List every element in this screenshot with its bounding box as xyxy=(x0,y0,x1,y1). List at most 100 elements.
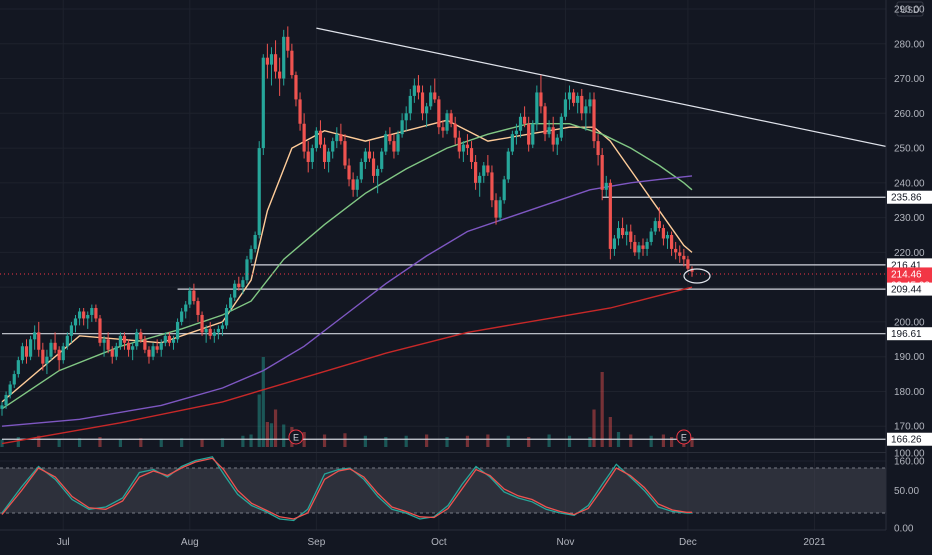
volume-bar xyxy=(592,409,596,447)
earnings-marker[interactable]: E xyxy=(288,429,304,445)
candle xyxy=(110,346,114,364)
candle-body xyxy=(49,342,53,357)
candle-body xyxy=(261,57,265,149)
price-tick-label: 230.00 xyxy=(894,213,925,224)
volume-bar xyxy=(567,435,572,447)
candle xyxy=(653,217,657,235)
candle-body xyxy=(335,134,339,142)
time-tick-label: Aug xyxy=(181,537,199,548)
price-label-text: 216.41 xyxy=(891,260,922,271)
candle-body xyxy=(543,106,547,135)
candle-body xyxy=(53,342,57,350)
price-label[interactable]: 214.46 xyxy=(887,267,932,281)
candle-body xyxy=(122,335,127,343)
earnings-marker[interactable]: E xyxy=(676,429,692,445)
candle-body xyxy=(212,332,216,336)
price-label[interactable]: 196.61 xyxy=(887,327,932,341)
price-label-bg xyxy=(887,190,932,204)
candle xyxy=(159,339,163,357)
candle-body xyxy=(584,106,588,114)
currency-badge[interactable]: USD xyxy=(896,1,924,17)
candle-body xyxy=(669,235,674,249)
candle-body xyxy=(478,175,482,183)
candle-body xyxy=(204,328,208,333)
volume-bar xyxy=(547,434,551,447)
candle xyxy=(449,109,453,128)
trendline[interactable] xyxy=(316,27,932,165)
time-tick-label: Oct xyxy=(431,537,447,548)
candle xyxy=(392,134,396,159)
price-pane[interactable]: EEE xyxy=(0,0,932,530)
candle-body xyxy=(588,99,592,107)
candle-body xyxy=(16,360,20,375)
candle-body xyxy=(77,311,82,319)
candle-body xyxy=(551,127,555,145)
candle xyxy=(559,113,563,142)
candle xyxy=(498,196,502,222)
candle-body xyxy=(359,161,363,180)
candle xyxy=(620,217,625,239)
oscillator-pane[interactable] xyxy=(0,452,886,522)
candle-body xyxy=(282,36,286,79)
price-tick-label: 200.00 xyxy=(894,317,925,328)
candle-body xyxy=(135,332,139,347)
candle xyxy=(269,47,274,86)
candle xyxy=(388,127,392,145)
candle-body xyxy=(547,127,551,135)
time-axis[interactable]: JulAugSepOctNovDec2021FebMar xyxy=(0,529,932,548)
volume-bar xyxy=(269,423,274,447)
volume-bar xyxy=(404,435,408,447)
candle xyxy=(90,304,94,322)
candle-body xyxy=(653,221,657,232)
candle-body xyxy=(425,106,429,114)
candle-body xyxy=(175,321,180,340)
candle-body xyxy=(576,95,580,103)
candle xyxy=(253,231,257,253)
candle-body xyxy=(196,301,200,315)
candle-body xyxy=(224,308,229,326)
candle xyxy=(523,106,527,128)
candle-body xyxy=(188,290,192,305)
volume-bar xyxy=(57,439,61,447)
candle-body xyxy=(449,113,453,124)
price-label[interactable]: 166.26 xyxy=(887,432,932,446)
annotation-circle[interactable] xyxy=(683,268,711,284)
volume-bar xyxy=(527,437,531,447)
candle-body xyxy=(661,228,666,239)
price-tick-label: 280.00 xyxy=(894,39,925,50)
candle-body xyxy=(563,99,568,117)
price-label[interactable]: 209.44 xyxy=(887,282,932,296)
oscillator-line xyxy=(1,457,692,520)
candle xyxy=(661,224,666,246)
volume-bar xyxy=(257,394,261,447)
candle xyxy=(245,255,249,284)
candle-body xyxy=(441,127,445,131)
candle-body xyxy=(102,339,106,343)
candle xyxy=(339,123,343,145)
candle-body xyxy=(412,85,416,96)
candle xyxy=(147,346,151,364)
candle xyxy=(347,158,351,187)
candle-body xyxy=(4,394,8,406)
price-tick-label: 190.00 xyxy=(894,352,925,363)
candle xyxy=(20,342,25,364)
price-label[interactable]: 235.86 xyxy=(887,190,932,204)
candle xyxy=(429,85,433,110)
oscillator-line xyxy=(1,456,692,522)
candle-body xyxy=(339,134,343,142)
volume-bar xyxy=(118,439,123,447)
candle xyxy=(155,339,159,354)
candle xyxy=(102,335,106,357)
candle xyxy=(343,134,347,169)
candle xyxy=(306,141,310,173)
candle xyxy=(69,321,74,343)
candle-body xyxy=(98,318,102,343)
candle-body xyxy=(126,342,131,350)
candle-body xyxy=(527,123,531,145)
candle-body xyxy=(73,318,78,326)
candle-body xyxy=(502,179,506,201)
price-label-bg xyxy=(887,282,932,296)
